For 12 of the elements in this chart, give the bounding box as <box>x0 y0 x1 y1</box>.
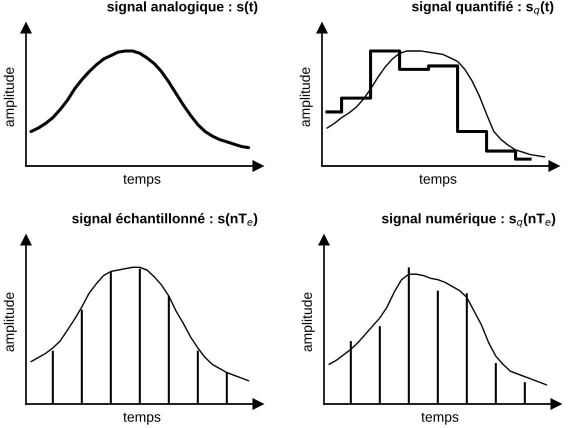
y-axis-title: amplitude <box>4 68 17 127</box>
x-axis-title: temps <box>123 412 160 425</box>
x-axis-title: temps <box>419 174 456 187</box>
x-axis-title: temps <box>421 412 458 425</box>
y-axis-title: amplitude <box>302 292 315 352</box>
chart-title: signal analogique : s(t) <box>107 1 258 14</box>
chart-title: signal quantifié : s$_{q}$(t) <box>412 1 554 16</box>
y-axis-title: amplitude <box>300 68 313 127</box>
x-axis-title: temps <box>123 174 160 187</box>
chart-title: signal échantillonné : s(nT$_{e}$) <box>72 213 258 226</box>
chart-title: signal numérique : s$_{q}$(nT$_{e}$) <box>382 213 556 228</box>
y-axis-title: amplitude <box>4 292 17 352</box>
